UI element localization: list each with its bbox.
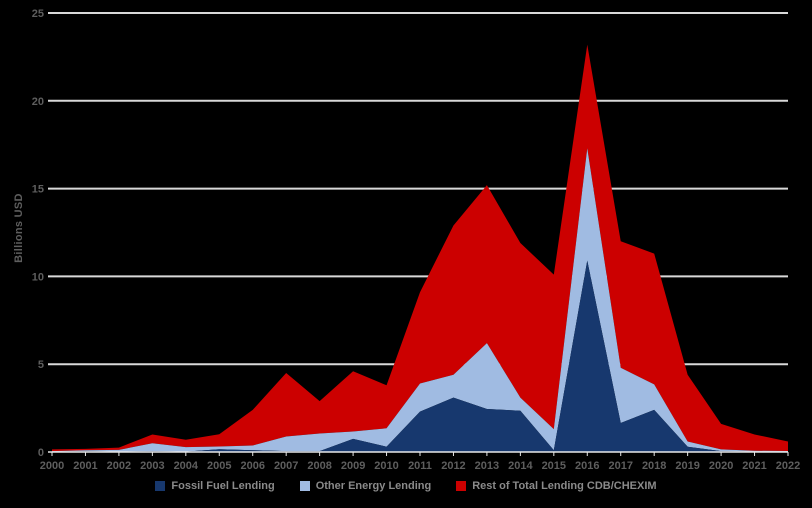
legend-item-other-energy-lending: Other Energy Lending	[299, 480, 432, 492]
x-tick-label: 2011	[408, 460, 432, 472]
area-series-1	[52, 148, 788, 452]
legend-item-fossil-fuel-lending: Fossil Fuel Lending	[155, 480, 275, 492]
x-tick-label: 2001	[73, 460, 97, 472]
x-tick-label: 2002	[107, 460, 131, 472]
area-series-0	[52, 260, 788, 452]
x-tick-label: 2019	[675, 460, 699, 472]
y-tick-label: 25	[32, 8, 44, 20]
x-tick-label: 2020	[709, 460, 733, 472]
x-tick-label: 2004	[174, 460, 199, 472]
x-tick-label: 2013	[475, 460, 499, 472]
x-tick-label: 2018	[642, 460, 666, 472]
x-tick-label: 2014	[508, 460, 533, 472]
legend-label-other-energy: Other Energy Lending	[315, 480, 432, 492]
x-tick-label: 2008	[307, 460, 331, 472]
legend-label-rest-of-total: Rest of Total Lending CDB/CHEXIM	[472, 480, 657, 492]
x-tick-label: 2015	[542, 460, 566, 472]
x-tick-label: 2000	[40, 460, 64, 472]
y-tick-label: 10	[32, 271, 44, 283]
x-tick-label: 2003	[140, 460, 164, 472]
legend-label-fossil-fuel: Fossil Fuel Lending	[171, 480, 275, 492]
x-tick-label: 2017	[608, 460, 632, 472]
y-tick-label: 0	[38, 447, 44, 459]
legend-swatch-other-energy-icon	[299, 481, 310, 491]
x-tick-label: 2006	[240, 460, 264, 472]
legend: Fossil Fuel Lending Other Energy Lending…	[0, 480, 812, 492]
x-tick-label: 2007	[274, 460, 298, 472]
y-axis-title: Billions USD	[13, 193, 25, 263]
y-tick-label: 5	[38, 359, 44, 371]
x-tick-label: 2010	[374, 460, 398, 472]
legend-swatch-fossil-fuel-icon	[155, 481, 166, 491]
x-tick-label: 2009	[341, 460, 365, 472]
legend-item-rest-of-total-lending: Rest of Total Lending CDB/CHEXIM	[456, 480, 657, 492]
x-tick-label: 2005	[207, 460, 231, 472]
x-tick-label: 2016	[575, 460, 599, 472]
area-series-2	[52, 44, 788, 452]
x-tick-label: 2022	[776, 460, 800, 472]
legend-swatch-rest-of-total-icon	[456, 481, 467, 491]
y-tick-label: 20	[32, 96, 44, 108]
x-tick-label: 2012	[441, 460, 465, 472]
x-tick-label: 2021	[742, 460, 766, 472]
y-tick-label: 15	[32, 184, 44, 196]
